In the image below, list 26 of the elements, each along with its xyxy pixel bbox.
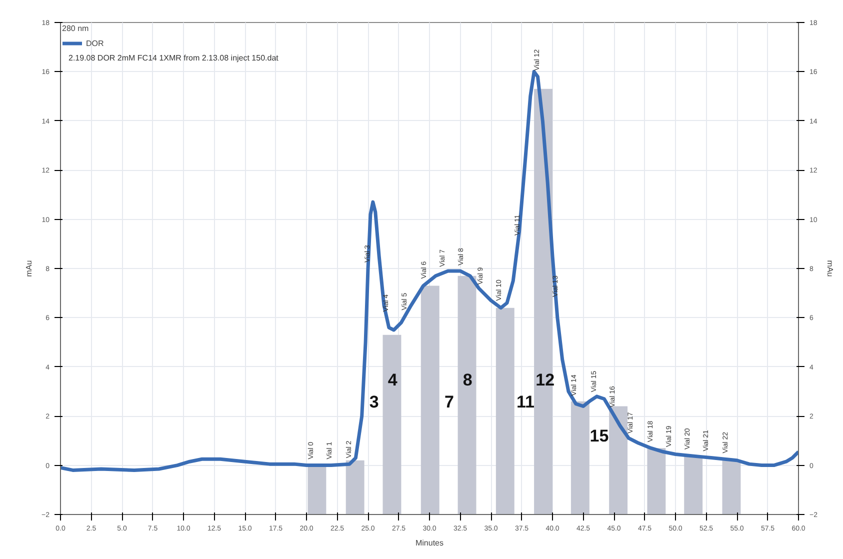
bar	[346, 460, 364, 514]
annotation: 4	[388, 370, 398, 390]
bar	[722, 460, 741, 514]
annotation: 11	[516, 392, 534, 412]
bar	[534, 88, 552, 514]
bar	[684, 455, 703, 514]
y2-axis-title: mAu	[825, 260, 834, 277]
bar	[647, 448, 666, 514]
bar	[570, 401, 590, 514]
bar	[609, 406, 628, 514]
line-series	[60, 70, 798, 472]
annotation: 8	[462, 370, 472, 390]
x-axis-title: Minutes	[415, 538, 444, 548]
annotation: 12	[536, 370, 555, 390]
bar	[420, 286, 440, 514]
bar	[496, 308, 514, 514]
annotation: 2.19.08 DOR 2mM FC14 1XMR from 2.13.08 inject 150.dat	[68, 54, 280, 62]
bar	[382, 334, 402, 514]
y-axis-title: mAu	[24, 260, 34, 277]
annotation: 3	[369, 392, 379, 412]
legend-label: DOR	[86, 38, 105, 48]
annotation: 7	[444, 392, 454, 412]
bar	[458, 276, 476, 514]
annotation: 15	[590, 426, 609, 446]
legend-title: 280 nm	[62, 24, 90, 33]
bar	[308, 465, 326, 514]
